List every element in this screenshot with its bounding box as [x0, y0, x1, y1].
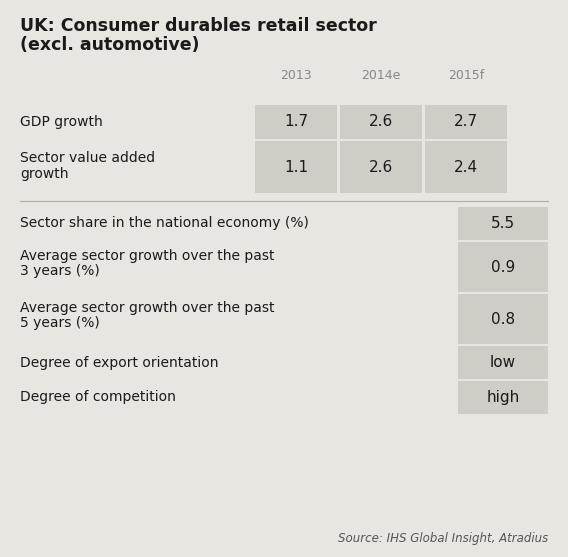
Bar: [425, 105, 507, 139]
Text: Average sector growth over the past: Average sector growth over the past: [20, 249, 274, 263]
Text: Degree of competition: Degree of competition: [20, 390, 176, 404]
Bar: [425, 141, 507, 193]
Text: Sector value added: Sector value added: [20, 151, 155, 165]
Bar: [255, 105, 337, 139]
Text: 5 years (%): 5 years (%): [20, 316, 100, 330]
Text: low: low: [490, 355, 516, 370]
Text: Degree of export orientation: Degree of export orientation: [20, 355, 219, 369]
Text: GDP growth: GDP growth: [20, 115, 103, 129]
Bar: [340, 141, 422, 193]
Text: 2014e: 2014e: [361, 69, 400, 82]
Bar: [458, 381, 548, 414]
Bar: [458, 346, 548, 379]
Bar: [340, 105, 422, 139]
Text: 3 years (%): 3 years (%): [20, 264, 100, 278]
Text: UK: Consumer durables retail sector: UK: Consumer durables retail sector: [20, 17, 377, 35]
Bar: [458, 242, 548, 292]
Text: 2.6: 2.6: [369, 115, 393, 129]
Text: high: high: [486, 390, 520, 405]
Text: 2.6: 2.6: [369, 159, 393, 174]
Bar: [255, 141, 337, 193]
Text: 1.1: 1.1: [284, 159, 308, 174]
Text: Source: IHS Global Insight, Atradius: Source: IHS Global Insight, Atradius: [338, 532, 548, 545]
Text: 1.7: 1.7: [284, 115, 308, 129]
Text: 2.4: 2.4: [454, 159, 478, 174]
Text: (excl. automotive): (excl. automotive): [20, 36, 199, 54]
Text: 2013: 2013: [280, 69, 312, 82]
Text: Average sector growth over the past: Average sector growth over the past: [20, 301, 274, 315]
Text: 0.8: 0.8: [491, 311, 515, 326]
Text: 0.9: 0.9: [491, 260, 515, 275]
Text: Sector share in the national economy (%): Sector share in the national economy (%): [20, 217, 309, 231]
Text: 2015f: 2015f: [448, 69, 484, 82]
Bar: [458, 207, 548, 240]
Bar: [458, 294, 548, 344]
Text: 2.7: 2.7: [454, 115, 478, 129]
Text: 5.5: 5.5: [491, 216, 515, 231]
Text: growth: growth: [20, 167, 69, 181]
